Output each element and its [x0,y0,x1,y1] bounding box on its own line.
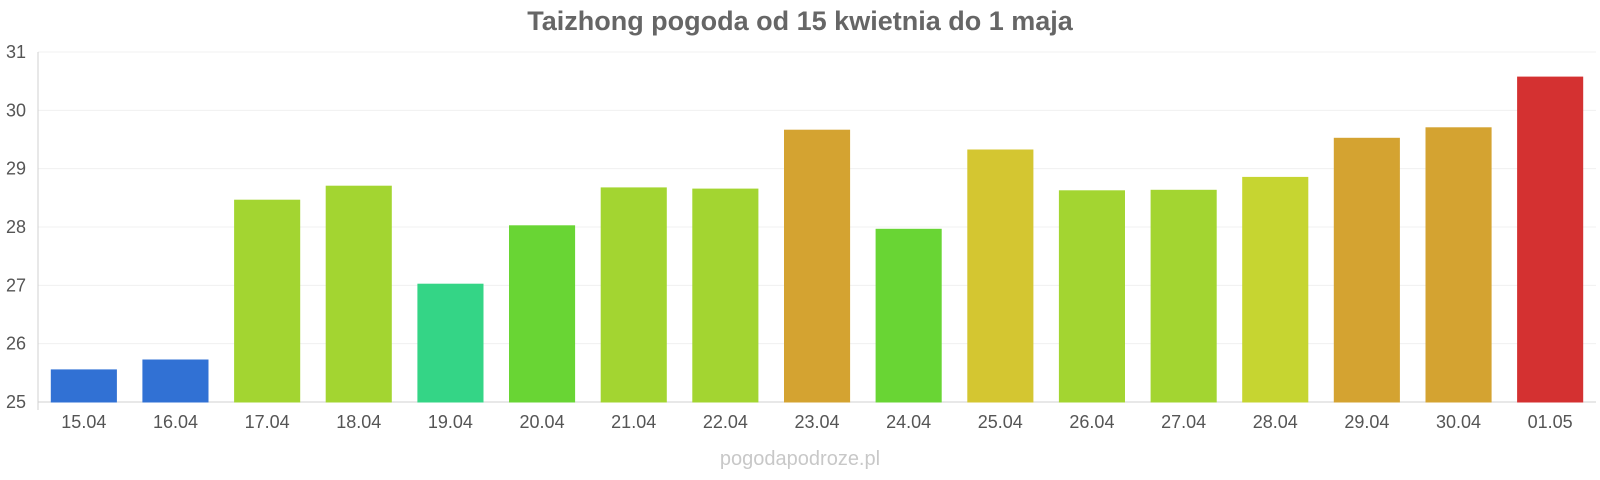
bar-29.04[interactable] [1333,137,1400,403]
x-tick-label: 22.04 [703,412,748,432]
x-tick-label: 01.05 [1528,412,1573,432]
bar-26.04[interactable] [1058,190,1126,403]
x-tick-label: 25.04 [978,412,1023,432]
bar-19.04[interactable] [417,283,484,403]
bar-28.04[interactable] [1242,176,1309,403]
x-tick-label: 21.04 [611,412,656,432]
y-tick-label: 25 [6,392,26,412]
bar-24.04[interactable] [875,228,942,403]
bar-15.04[interactable] [50,369,117,403]
bar-18.04[interactable] [325,185,392,403]
x-tick-label: 20.04 [520,412,565,432]
x-tick-label: 26.04 [1069,412,1114,432]
bar-20.04[interactable] [509,225,576,403]
x-tick-label: 19.04 [428,412,473,432]
y-tick-label: 31 [6,42,26,62]
bar-17.04[interactable] [234,199,301,403]
y-tick-label: 27 [6,275,26,295]
x-tick-label: 29.04 [1344,412,1389,432]
x-tick-label: 24.04 [886,412,931,432]
x-tick-label: 23.04 [794,412,839,432]
x-tick-label: 15.04 [61,412,106,432]
x-tick-label: 17.04 [245,412,290,432]
x-tick-label: 27.04 [1161,412,1206,432]
bar-30.04[interactable] [1425,127,1492,403]
x-tick-label: 16.04 [153,412,198,432]
x-tick-label: 28.04 [1253,412,1298,432]
watermark: pogodapodroze.pl [719,448,881,470]
bar-16.04[interactable] [142,359,209,403]
bar-22.04[interactable] [692,188,759,403]
y-tick-label: 26 [6,334,26,354]
x-tick-label: 18.04 [336,412,381,432]
bar-23.04[interactable] [784,129,851,403]
y-tick-label: 28 [6,217,26,237]
y-tick-label: 30 [6,100,26,120]
y-tick-label: 29 [6,159,26,179]
bar-chart: 25 26 27 28 29 30 31 15.04 16.04 17.04 18.04 19.04 2… [6,42,1596,432]
x-tick-label: 30.04 [1436,412,1481,432]
bar-21.04[interactable] [600,187,667,403]
bar-01.05[interactable] [1517,76,1584,403]
chart-title: Taizhong pogoda od 15 kwietnia do 1 maja [527,6,1073,36]
bar-27.04[interactable] [1150,189,1217,403]
bar-25.04[interactable] [967,149,1034,403]
